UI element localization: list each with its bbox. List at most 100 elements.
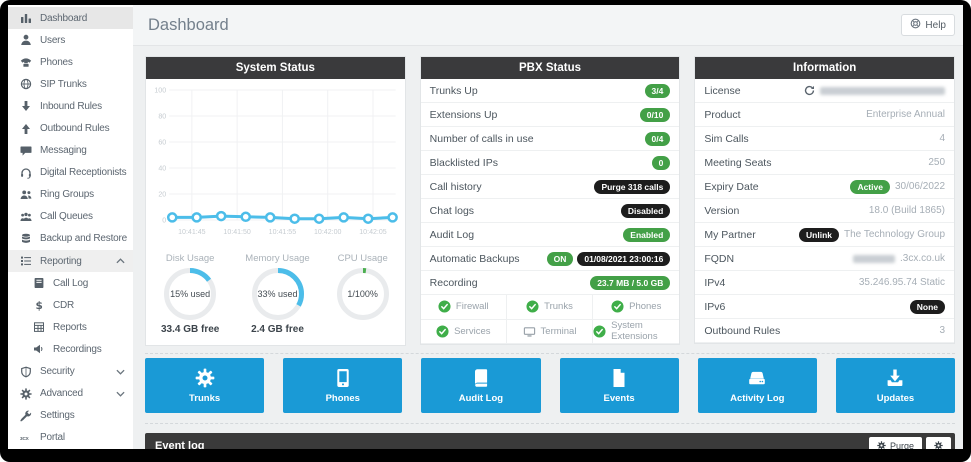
sidebar-item-portal[interactable]: 3CX Portal bbox=[8, 427, 133, 449]
sidebar-item-phones[interactable]: Phones bbox=[8, 51, 133, 73]
info-row-fqdn: FQDN .3cx.co.uk bbox=[695, 247, 955, 271]
quick-button-label: Updates bbox=[876, 392, 915, 404]
sidebar-item-call-queues[interactable]: Call Queues bbox=[8, 206, 133, 228]
svg-text:80: 80 bbox=[158, 114, 166, 121]
trunks-button[interactable]: Trunks bbox=[145, 358, 265, 413]
service-label: Trunks bbox=[544, 301, 573, 313]
events-button[interactable]: Events bbox=[559, 358, 679, 413]
help-label: Help bbox=[925, 19, 946, 31]
svg-text:0: 0 bbox=[162, 218, 166, 225]
threecx-icon: 3CX bbox=[19, 431, 32, 444]
info-row-license: License bbox=[695, 79, 955, 103]
bar-chart-icon bbox=[19, 12, 32, 25]
pbx-row-recording: Recording 23.7 MB / 5.0 GB bbox=[420, 271, 680, 295]
pbx-row-automatic-backups: Automatic Backups ON 01/08/2021 23:00:16 bbox=[420, 247, 680, 271]
pbx-status-panel: PBX Status Trunks Up 3/4 Extensions Up 0/10… bbox=[419, 56, 681, 345]
separator bbox=[145, 353, 955, 354]
info-row-expiry-date: Expiry Date Active 30/06/2022 bbox=[695, 175, 955, 199]
pbx-row-label: Extensions Up bbox=[429, 108, 498, 121]
gauge-label: CPU Usage bbox=[337, 253, 388, 264]
chat-icon bbox=[19, 144, 32, 157]
sidebar-item-reports[interactable]: Reports bbox=[8, 316, 133, 338]
quick-button-label: Trunks bbox=[189, 392, 221, 404]
service-trunks: Trunks bbox=[506, 295, 594, 320]
event-log-settings-button[interactable] bbox=[926, 436, 951, 449]
download-icon bbox=[885, 368, 905, 388]
sidebar-item-cdr[interactable]: $ CDR bbox=[8, 294, 133, 316]
sidebar-item-messaging[interactable]: Messaging bbox=[8, 140, 133, 162]
svg-text:20: 20 bbox=[158, 192, 166, 199]
sidebar-item-call-log[interactable]: Call Log bbox=[8, 272, 133, 294]
pbx-row-badges: Enabled bbox=[623, 227, 671, 242]
pbx-row-label: Recording bbox=[429, 276, 478, 289]
dashboard-content: System Status 0 20 40 60 80 100 10:41:45 10:41:… bbox=[133, 46, 963, 449]
sidebar-item-advanced[interactable]: Advanced bbox=[8, 383, 133, 405]
phones-button[interactable]: Phones bbox=[283, 358, 403, 413]
gauge-value: 15% used bbox=[170, 289, 211, 299]
help-button[interactable]: Help bbox=[901, 14, 955, 36]
purge-button[interactable]: Purge bbox=[868, 436, 922, 449]
sidebar-item-settings[interactable]: Settings bbox=[8, 405, 133, 427]
page-title: Dashboard bbox=[148, 15, 229, 34]
sidebar-item-users[interactable]: Users bbox=[8, 29, 133, 51]
check-circle-icon bbox=[526, 300, 539, 313]
gauge-subtext: 33.4 GB free bbox=[160, 324, 220, 335]
pbx-row-badges: 23.7 MB / 5.0 GB bbox=[590, 275, 671, 290]
pbx-row-trunks-up: Trunks Up 3/4 bbox=[420, 79, 680, 103]
info-row-label: Product bbox=[704, 108, 741, 121]
unlink-badge[interactable]: Unlink bbox=[799, 227, 840, 242]
dollar-icon: $ bbox=[32, 299, 45, 312]
gauge-disk-usage: Disk Usage 15% used 33.4 GB free bbox=[161, 253, 219, 336]
sidebar-item-inbound-rules[interactable]: Inbound Rules bbox=[8, 95, 133, 117]
sidebar-item-backup-and-restore[interactable]: Backup and Restore bbox=[8, 228, 133, 250]
sidebar-item-label: Outbound Rules bbox=[40, 123, 110, 135]
purge-318-calls-badge[interactable]: Purge 318 calls bbox=[594, 179, 671, 194]
pbx-status-header: PBX Status bbox=[420, 57, 680, 79]
users-icon bbox=[19, 188, 32, 201]
sidebar-item-label: Portal bbox=[40, 432, 65, 444]
sidebar-item-reporting[interactable]: Reporting bbox=[8, 250, 133, 273]
sidebar-item-recordings[interactable]: Recordings bbox=[8, 338, 133, 360]
info-row-value: .3cx.co.uk bbox=[852, 253, 945, 264]
info-value-text: The Technology Group bbox=[844, 229, 946, 240]
none-badge: None bbox=[909, 299, 946, 314]
info-row-value bbox=[804, 85, 946, 96]
updates-button[interactable]: Updates bbox=[835, 358, 956, 413]
sidebar-item-digital-receptionists[interactable]: Digital Receptionists bbox=[8, 162, 133, 184]
sidebar-item-security[interactable]: Security bbox=[8, 361, 133, 383]
info-row-value: Active 30/06/2022 bbox=[850, 179, 945, 194]
sidebar-item-outbound-rules[interactable]: Outbound Rules bbox=[8, 117, 133, 139]
pbx-row-label: Automatic Backups bbox=[429, 252, 520, 265]
pbx-row-badges: 3/4 bbox=[644, 83, 671, 98]
svg-text:10:41:45: 10:41:45 bbox=[178, 229, 206, 236]
refresh-icon[interactable] bbox=[804, 85, 815, 96]
info-row-version: Version 18.0 (Build 1865) bbox=[695, 199, 955, 223]
info-row-my-partner: My Partner Unlink The Technology Group bbox=[695, 223, 955, 247]
info-row-ipv4: IPv4 35.246.95.74 Static bbox=[695, 271, 955, 295]
activity-log-button[interactable]: Activity Log bbox=[697, 358, 817, 413]
sidebar-item-label: Ring Groups bbox=[40, 189, 94, 201]
sidebar-item-label: Messaging bbox=[40, 145, 87, 157]
sidebar-item-dashboard[interactable]: Dashboard bbox=[8, 7, 133, 30]
svg-text:60: 60 bbox=[158, 140, 166, 147]
file-icon bbox=[609, 368, 629, 388]
service-firewall: Firewall bbox=[420, 295, 507, 320]
sidebar-item-sip-trunks[interactable]: SIP Trunks bbox=[8, 73, 133, 95]
service-label: Firewall bbox=[455, 301, 489, 313]
separator bbox=[145, 423, 955, 424]
main-area: Dashboard Help System Status 0 20 40 60 80 10… bbox=[133, 5, 963, 449]
sidebar-item-label: Reports bbox=[53, 321, 87, 333]
sidebar: Dashboard Users Phones SIP Trunks Inbound Ru… bbox=[8, 5, 133, 449]
svg-text:10:41:55: 10:41:55 bbox=[269, 229, 297, 236]
svg-text:$: $ bbox=[35, 300, 42, 311]
sidebar-item-label: Security bbox=[40, 366, 75, 378]
check-circle-icon bbox=[593, 325, 606, 338]
quick-button-label: Phones bbox=[325, 392, 360, 404]
sidebar-item-label: Advanced bbox=[40, 388, 83, 400]
main-header: Dashboard Help bbox=[133, 5, 963, 46]
01-08-2021-23-00-16-badge: 01/08/2021 23:00:16 bbox=[577, 251, 671, 266]
sidebar-item-ring-groups[interactable]: Ring Groups bbox=[8, 184, 133, 206]
audit-log-button[interactable]: Audit Log bbox=[421, 358, 541, 413]
info-row-label: Sim Calls bbox=[704, 132, 749, 145]
info-row-label: My Partner bbox=[704, 228, 756, 241]
